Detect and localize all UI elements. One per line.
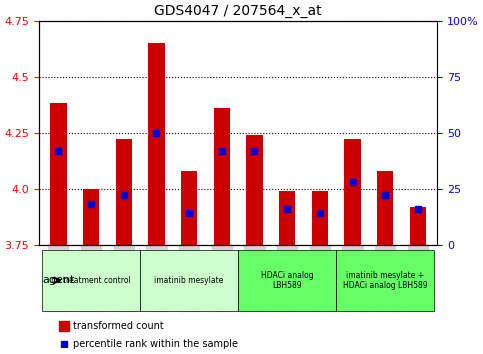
Text: no treatment control: no treatment control — [51, 276, 131, 285]
Title: GDS4047 / 207564_x_at: GDS4047 / 207564_x_at — [154, 4, 322, 18]
Bar — [115, 139, 132, 245]
Bar — [312, 191, 328, 245]
Text: HDACi analog
LBH589: HDACi analog LBH589 — [261, 270, 313, 290]
Bar — [246, 135, 263, 245]
Bar — [377, 171, 393, 245]
Text: imatinib mesylate +
HDACi analog LBH589: imatinib mesylate + HDACi analog LBH589 — [343, 270, 427, 290]
Bar — [410, 207, 426, 245]
Bar — [279, 191, 295, 245]
FancyBboxPatch shape — [140, 250, 238, 311]
Text: agent: agent — [43, 275, 75, 285]
Text: transformed count: transformed count — [72, 321, 163, 331]
Text: imatinib mesylate: imatinib mesylate — [155, 276, 224, 285]
FancyBboxPatch shape — [336, 250, 434, 311]
Bar — [344, 139, 361, 245]
Bar — [213, 108, 230, 245]
Bar — [50, 103, 67, 245]
FancyBboxPatch shape — [42, 250, 140, 311]
Text: percentile rank within the sample: percentile rank within the sample — [72, 339, 238, 349]
Bar — [181, 171, 197, 245]
Bar — [59, 321, 69, 331]
Bar — [148, 43, 165, 245]
FancyBboxPatch shape — [238, 250, 336, 311]
Bar — [83, 189, 99, 245]
